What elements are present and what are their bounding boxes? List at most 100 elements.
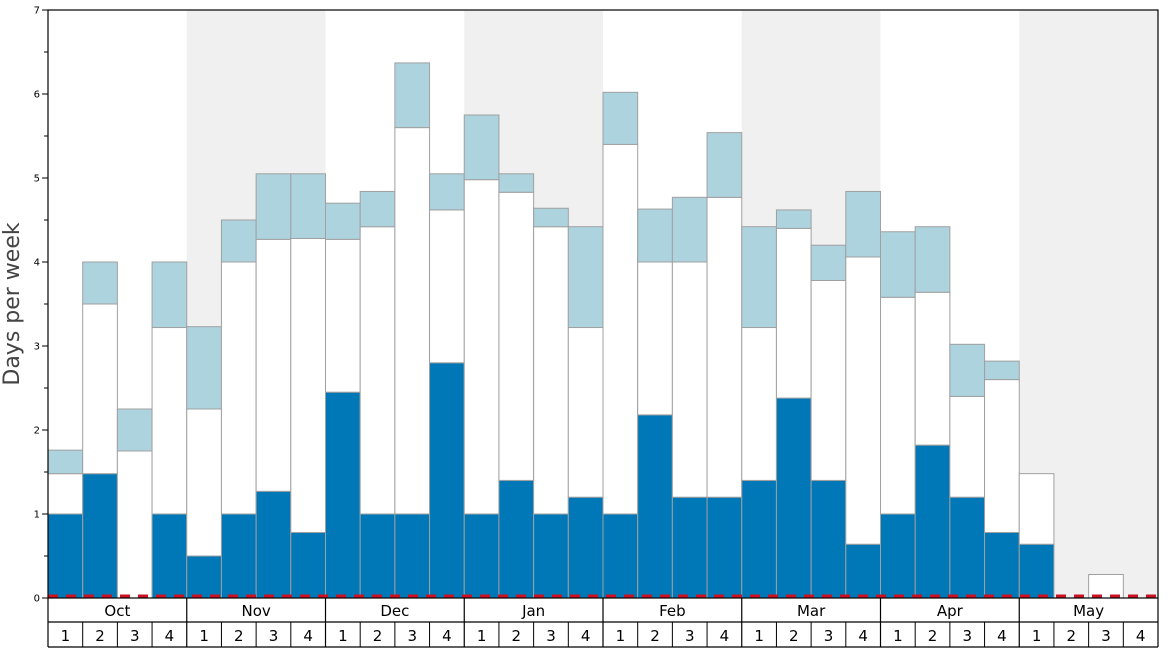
bar-middle-segment xyxy=(116,450,153,599)
bar-bottom-segment xyxy=(220,513,257,599)
week-label: 4 xyxy=(165,627,175,645)
bar-top-segment xyxy=(533,207,569,228)
bar-top-segment xyxy=(47,449,84,475)
bar-bottom-segment xyxy=(671,496,708,599)
week-label: 1 xyxy=(477,627,487,645)
bar-middle-segment xyxy=(810,279,847,481)
bar-top-segment xyxy=(429,173,465,211)
bar-bottom-segment xyxy=(637,414,673,599)
y-tick-label: 0 xyxy=(34,594,40,605)
plot-frame xyxy=(47,9,1159,599)
bar-top-segment xyxy=(949,343,986,397)
bar-top-segment xyxy=(984,360,1020,381)
month-label: Oct xyxy=(104,602,130,620)
bar-middle-segment xyxy=(429,209,465,364)
week-label: 3 xyxy=(269,627,279,645)
bar-middle-segment xyxy=(845,256,881,545)
week-label: 4 xyxy=(1136,627,1146,645)
week-label: 4 xyxy=(720,627,730,645)
bar-middle-segment xyxy=(394,127,431,515)
bar-top-segment xyxy=(775,209,812,229)
bar-bottom-segment xyxy=(394,513,431,599)
week-label: 3 xyxy=(962,627,972,645)
bar-top-segment xyxy=(290,173,326,239)
bar-top-segment xyxy=(637,208,673,263)
bar-top-segment xyxy=(82,261,118,305)
bar-middle-segment xyxy=(463,179,500,515)
bar-top-segment xyxy=(741,226,777,329)
month-label: Feb xyxy=(659,602,686,620)
week-label: 4 xyxy=(858,627,868,645)
week-label: 4 xyxy=(303,627,313,645)
y-axis: 0 1 2 3 4 5 6 7 xyxy=(34,6,48,605)
bar-bottom-segment xyxy=(498,479,535,599)
bar-middle-segment xyxy=(984,379,1020,533)
bar-middle-segment xyxy=(567,327,604,498)
bar-bottom-segment xyxy=(984,531,1020,599)
bar-top-segment xyxy=(116,408,153,452)
bar-bottom-segment xyxy=(151,513,188,599)
bar-bottom-segment xyxy=(845,543,881,599)
week-label: 4 xyxy=(581,627,591,645)
bar-top-segment xyxy=(914,226,951,293)
x-axis: Oct Nov Dec Jan Feb Mar Apr May 1 2 3 4 1 2 3 4 1 2 3 4 1 2 3 4… xyxy=(47,598,1159,648)
bar-top-segment xyxy=(151,261,188,329)
y-tick-label: 2 xyxy=(34,426,40,437)
bar-top-segment xyxy=(567,226,604,329)
week-label: 3 xyxy=(685,627,695,645)
bar-top-segment xyxy=(325,202,361,240)
week-label: 2 xyxy=(512,627,522,645)
bar-middle-segment xyxy=(637,261,673,416)
bar-middle-segment xyxy=(914,291,951,446)
week-label: 4 xyxy=(997,627,1007,645)
y-tick-label: 3 xyxy=(34,342,40,353)
bar-bottom-segment xyxy=(359,513,396,599)
bar-middle-segment xyxy=(602,143,639,515)
y-tick-label: 5 xyxy=(34,174,40,185)
bar-bottom-segment xyxy=(429,362,465,599)
y-axis-title: Days per week xyxy=(0,222,25,385)
week-label: 3 xyxy=(1101,627,1111,645)
bar-bottom-segment xyxy=(880,513,916,599)
bar-middle-segment xyxy=(325,238,361,393)
bar-bottom-segment xyxy=(533,513,569,599)
week-label: 1 xyxy=(61,627,71,645)
bar-middle-segment xyxy=(706,196,743,498)
bar-middle-segment xyxy=(775,227,812,399)
bar-middle-segment xyxy=(498,191,535,481)
bar-bottom-segment xyxy=(914,444,951,599)
bar-bottom-segment xyxy=(82,473,118,599)
bar-middle-segment xyxy=(1018,473,1055,545)
bar-middle-segment xyxy=(949,395,986,498)
bar-middle-segment xyxy=(671,261,708,498)
bar-middle-segment xyxy=(533,226,569,515)
bar-middle-segment xyxy=(741,327,777,481)
bar-bottom-segment xyxy=(741,479,777,599)
week-label: 2 xyxy=(234,627,244,645)
week-label: 3 xyxy=(130,627,140,645)
week-label: 2 xyxy=(789,627,799,645)
week-label: 3 xyxy=(546,627,556,645)
bar-bottom-segment xyxy=(1018,543,1055,599)
week-label: 1 xyxy=(616,627,626,645)
bar-top-segment xyxy=(394,62,431,129)
bar-middle-segment xyxy=(47,473,84,515)
week-label: 2 xyxy=(95,627,105,645)
bar-middle-segment xyxy=(290,237,326,533)
week-label: 1 xyxy=(338,627,348,645)
week-label: 2 xyxy=(1067,627,1077,645)
bar-bottom-segment xyxy=(775,397,812,599)
week-label: 2 xyxy=(650,627,660,645)
y-tick-label: 7 xyxy=(34,6,40,17)
bar-top-segment xyxy=(880,231,916,298)
week-label: 1 xyxy=(893,627,903,645)
month-label: Dec xyxy=(380,602,409,620)
month-label: Nov xyxy=(241,602,270,620)
week-label: 3 xyxy=(824,627,834,645)
bars-layer xyxy=(47,62,1124,599)
bar-bottom-segment xyxy=(463,513,500,599)
bar-bottom-segment xyxy=(325,391,361,599)
y-tick-label: 6 xyxy=(34,90,40,101)
bar-top-segment xyxy=(220,219,257,263)
